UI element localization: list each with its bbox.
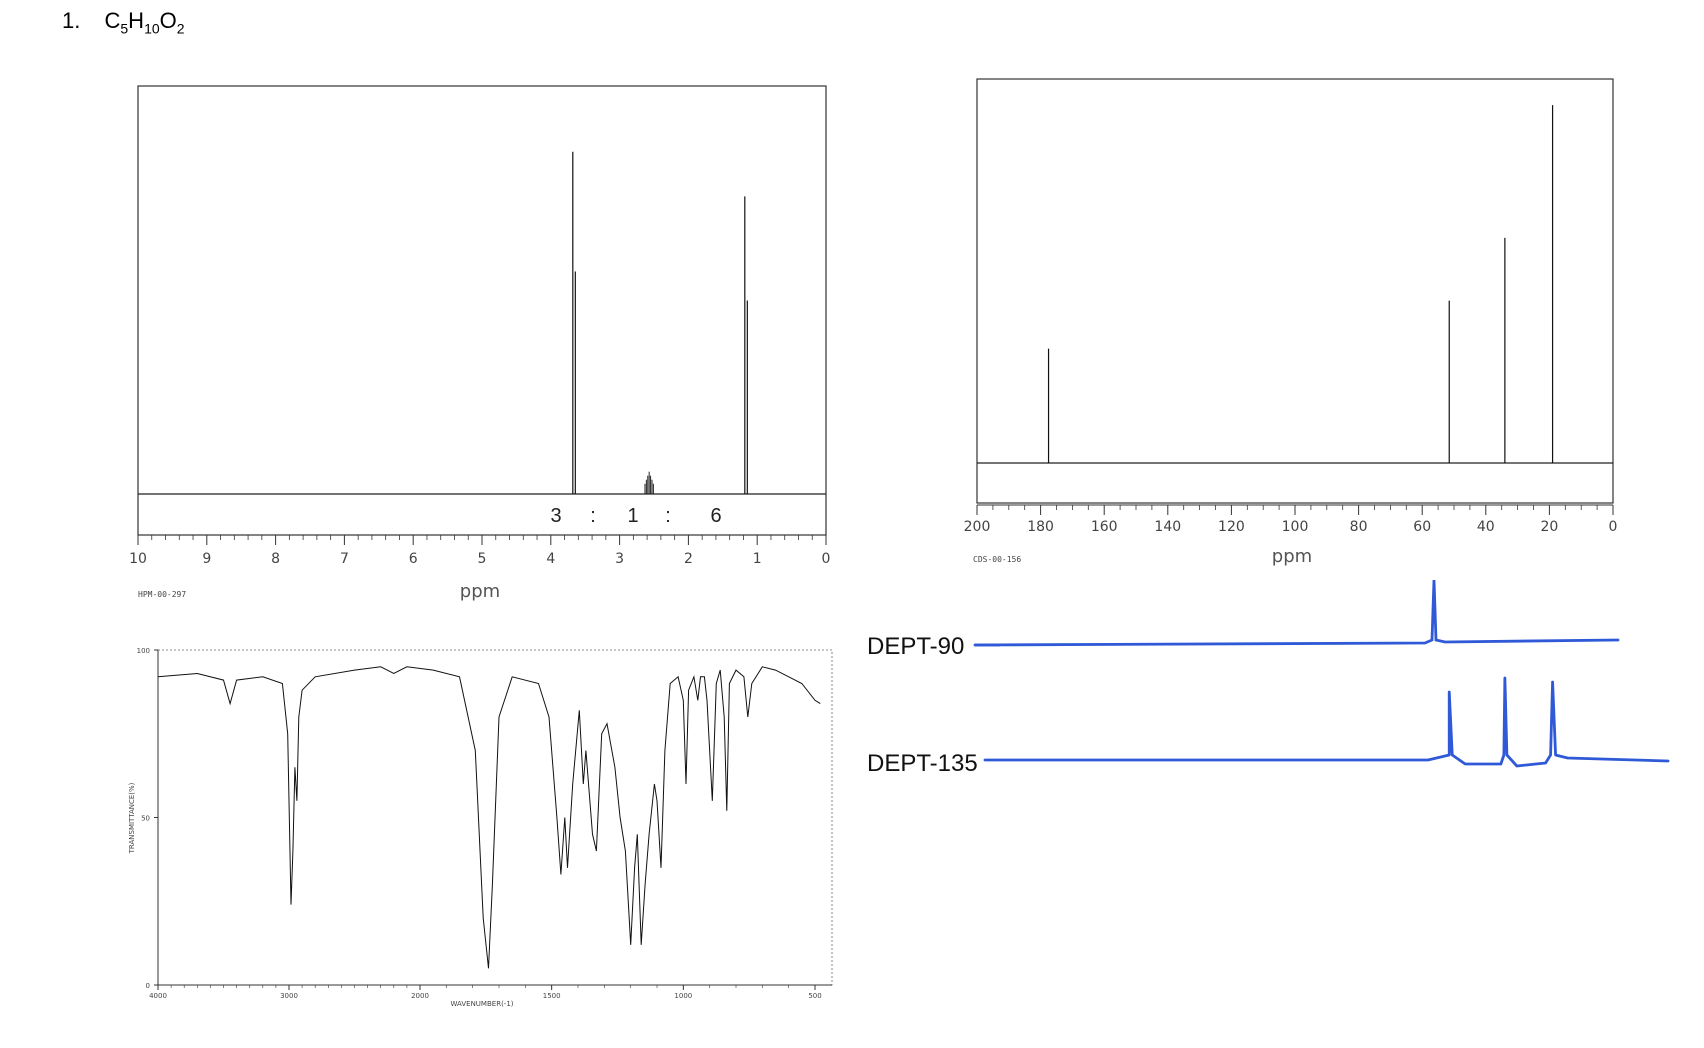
h1-tick-label: 1 — [753, 551, 762, 567]
h1-integration-label: : — [590, 505, 596, 527]
dept-90-trace — [973, 579, 1620, 647]
c13-code: CDS-00-156 — [973, 555, 1021, 564]
ir-y-tick-label: 100 — [137, 647, 150, 655]
c13-tick-label: 0 — [1609, 519, 1618, 535]
c13-tick-label: 200 — [964, 519, 991, 535]
h1-tick-label: 6 — [409, 551, 418, 567]
h1-tick-label: 4 — [546, 551, 555, 567]
dept-135-trace — [983, 676, 1670, 768]
c13-tick-label: 140 — [1154, 519, 1181, 535]
ir-x-tick-label: 1500 — [543, 992, 561, 1000]
h1-frame — [137, 85, 827, 536]
h1-tick-label: 9 — [202, 551, 211, 567]
dept-135-label: DEPT-135 — [867, 750, 978, 777]
h1-integration-label: 6 — [710, 505, 721, 527]
ir-y-tick-label: 0 — [146, 982, 150, 990]
formula-h-sub: 10 — [144, 20, 160, 37]
h1-code: HPM-00-297 — [138, 590, 186, 599]
formula-o: O — [159, 8, 177, 33]
c13-tick-label: 180 — [1027, 519, 1054, 535]
h1-tick-label: 10 — [129, 551, 147, 567]
h1-tick-label: 3 — [615, 551, 624, 567]
h1-tick-label: 8 — [271, 551, 280, 567]
formula-c-sub: 5 — [120, 20, 129, 37]
formula-o-sub: 2 — [176, 20, 185, 37]
c13-x-axis-label: ppm — [1272, 546, 1312, 567]
ir-x-tick-label: 4000 — [149, 992, 167, 1000]
c13-tick-label: 40 — [1477, 519, 1495, 535]
ir-x-tick-label: 500 — [808, 992, 821, 1000]
h1-tick-label: 5 — [478, 551, 487, 567]
c13-tick-label: 80 — [1350, 519, 1368, 535]
h1-tick-label: 0 — [822, 551, 831, 567]
h1-integration-label: 1 — [627, 505, 638, 527]
c13-tick-label: 120 — [1218, 519, 1245, 535]
ir-x-tick-label: 2000 — [411, 992, 429, 1000]
formula-c: C — [104, 8, 121, 33]
h1-tick-label: 2 — [684, 551, 693, 567]
molecular-formula: C5H10O2 — [104, 8, 185, 37]
ir-x-tick-label: 3000 — [280, 992, 298, 1000]
ir-y-axis-label: TRANSMITTANCE(%) — [128, 782, 136, 854]
problem-number: 1. — [62, 8, 81, 33]
c13-tick-label: 160 — [1091, 519, 1118, 535]
ir-x-axis-label: WAVENUMBER(-1) — [450, 1000, 513, 1008]
dept-90-label: DEPT-90 — [867, 633, 964, 660]
c13-tick-label: 20 — [1540, 519, 1558, 535]
h1-tick-label: 7 — [340, 551, 349, 567]
ir-y-tick-label: 50 — [141, 815, 150, 823]
h1-x-axis-label: ppm — [460, 581, 500, 602]
c13-tick-label: 100 — [1282, 519, 1309, 535]
c13-frame — [976, 78, 1614, 504]
problem-header: 1. C5H10O2 — [62, 8, 185, 36]
h1-integration-label: : — [665, 505, 671, 527]
ir-spectrum-line — [157, 666, 821, 969]
ir-x-tick-label: 1000 — [674, 992, 692, 1000]
c13-tick-label: 60 — [1413, 519, 1431, 535]
h1-integration-label: 3 — [550, 505, 561, 527]
formula-h: H — [128, 8, 145, 33]
